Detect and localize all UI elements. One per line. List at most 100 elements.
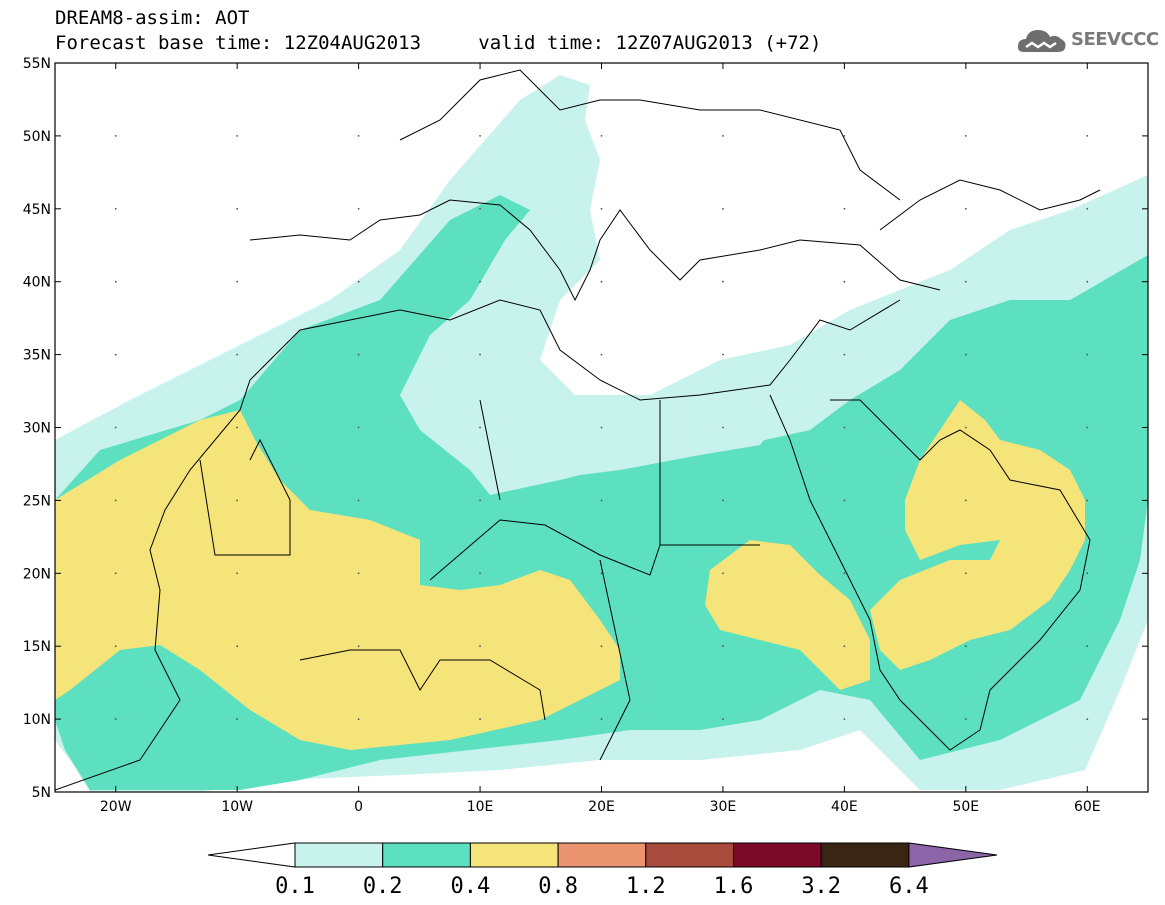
grid-dot [964, 645, 967, 648]
grid-dot [114, 207, 117, 210]
grid-dot [964, 426, 967, 429]
aot-band-0.4-sudan [705, 540, 870, 690]
grid-dot [357, 572, 360, 575]
grid-dot [479, 718, 481, 720]
seevccc-logo: SEEVCCC [1016, 24, 1159, 56]
grid-dot [479, 280, 481, 283]
lon-label: 10E [467, 799, 494, 815]
grid-dot [236, 572, 239, 575]
grid-dot [236, 645, 239, 648]
grid-dot [114, 135, 117, 137]
grid-dot [600, 645, 603, 648]
grid-dot [600, 718, 603, 720]
grid-dot [236, 718, 239, 720]
grid-dot [114, 499, 117, 502]
aot-low-region [400, 310, 780, 495]
grid-dot [236, 499, 239, 502]
grid-dot [843, 572, 846, 575]
coastlines [55, 69, 1101, 791]
grid-dot [114, 572, 117, 575]
grid-dot [479, 426, 481, 429]
grid-dot [600, 572, 603, 575]
grid-dot [357, 207, 360, 210]
lon-label: 40E [831, 799, 858, 815]
grid-dot [843, 207, 846, 210]
grid-dot [964, 572, 967, 575]
grid-dot [600, 135, 603, 137]
grid-dot [600, 280, 603, 283]
grid-dot [843, 645, 846, 648]
lon-axis: 20W 10W 0 10E 20E 30E 40E 50E 60E [100, 63, 1101, 815]
grid-dot [1086, 353, 1089, 356]
valid-time: valid time: 12Z07AUG2013 (+72) [478, 32, 822, 54]
grid-dot [357, 426, 360, 429]
grid-dot [236, 426, 239, 429]
colorbar: 0.1 0.2 0.4 0.8 1.2 1.6 3.2 6.4 [207, 842, 998, 899]
lon-label: 0 [354, 799, 363, 815]
grid-dot [114, 718, 117, 720]
grid-dot [722, 572, 724, 575]
map-title: DREAM8-assim: AOT [55, 7, 250, 29]
grid-dot [843, 353, 846, 356]
colorbar-label: 1.2 [626, 874, 666, 899]
grid-dot [114, 645, 117, 648]
grid-dot [114, 280, 117, 283]
lat-label: 35N [23, 348, 51, 364]
grid-dot [964, 499, 967, 502]
colorbar-right-arrow [908, 842, 998, 868]
grid-dot [722, 207, 724, 210]
lat-label: 55N [23, 56, 51, 72]
grid-dot [1086, 135, 1089, 137]
lon-label: 60E [1074, 799, 1101, 815]
grid-dot [1086, 280, 1089, 283]
grid-dot [722, 280, 724, 283]
grid-dot [843, 280, 846, 283]
grid-dot [964, 718, 967, 720]
grid-dot [722, 718, 724, 720]
grid-dot [114, 353, 117, 356]
grid-dot [843, 135, 846, 137]
lat-label: 50N [23, 129, 51, 145]
lon-label: 50E [952, 799, 979, 815]
lat-label: 45N [23, 202, 51, 218]
colorbar-label: 3.2 [801, 874, 841, 899]
grid-dot [479, 207, 481, 210]
grid-dot [1086, 426, 1089, 429]
grid-dot [1086, 718, 1089, 720]
lat-label: 15N [23, 639, 51, 655]
grid-dot [1086, 645, 1089, 648]
colorbar-segment [294, 842, 384, 868]
grid-dot [479, 499, 481, 502]
colorbar-label: 1.6 [714, 874, 754, 899]
grid-dot [722, 499, 724, 502]
grid-dot [843, 426, 846, 429]
colorbar-label: 0.8 [538, 874, 578, 899]
colorbar-label: 0.4 [451, 874, 491, 899]
grid-dot [357, 135, 360, 137]
colorbar-label: 0.1 [275, 874, 315, 899]
lat-label: 20N [23, 566, 51, 582]
lat-label: 10N [23, 712, 51, 728]
cloud-icon [1017, 30, 1066, 52]
grid-dot [722, 426, 724, 429]
grid-dot [722, 353, 724, 356]
colorbar-segment [733, 842, 822, 868]
grid-dot [1086, 499, 1089, 502]
grid-dot [600, 207, 603, 210]
grid-dot [722, 135, 724, 137]
grid-dot [236, 353, 239, 356]
grid-dot [1086, 572, 1089, 575]
forecast-times: Forecast base time: 12Z04AUG2013 valid t… [55, 33, 821, 53]
grid-dot [114, 426, 117, 429]
colorbar-segment [469, 842, 559, 868]
grid-dot [357, 499, 360, 502]
colorbar-label: 6.4 [889, 874, 929, 899]
aot-band-0.4-arabia [870, 400, 1085, 670]
lon-label: 20E [588, 799, 615, 815]
lat-axis: 55N 50N 45N 40N 35N 30N 25N 20N 15N 10N 5N [23, 56, 1148, 801]
grid-dot [600, 499, 603, 502]
lat-label: 40N [23, 275, 51, 291]
lon-label: 30E [710, 799, 737, 815]
grid-dot [357, 353, 360, 356]
grid-dot [964, 353, 967, 356]
